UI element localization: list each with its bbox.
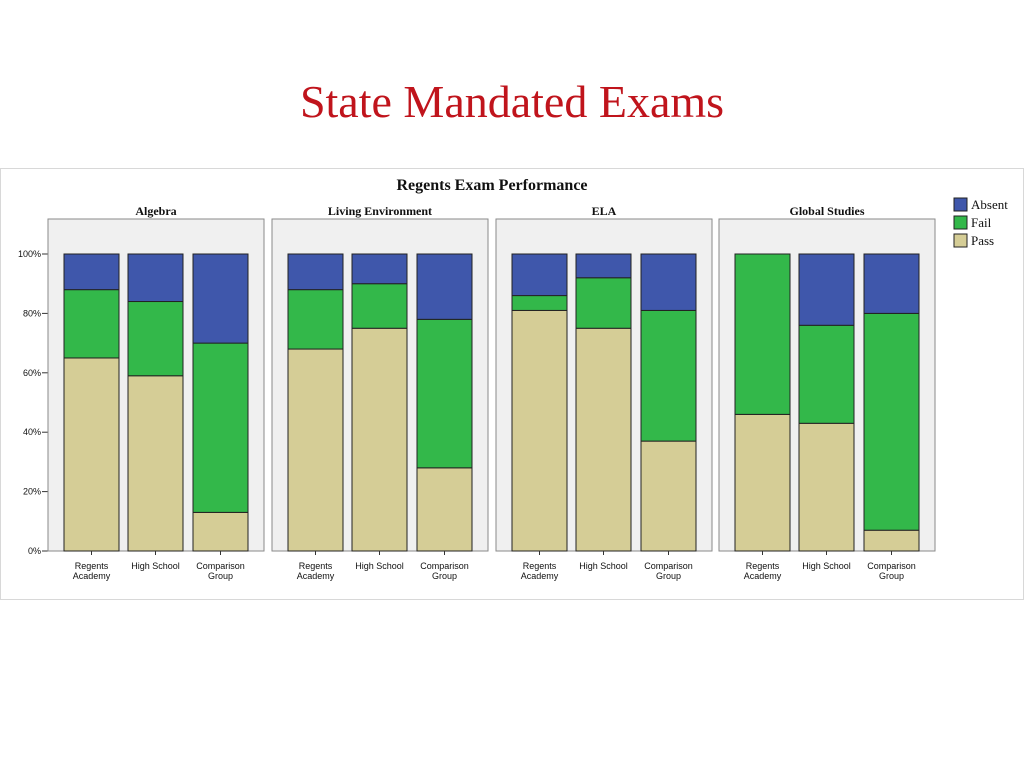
x-tick-label: Group — [432, 571, 457, 581]
bar-fail-segment — [798, 324, 855, 424]
bar-fail-segment — [575, 277, 632, 329]
bar-fail-segment — [734, 253, 791, 415]
legend-label: Absent — [971, 197, 1008, 212]
chart-frame: Regents Exam Performance 0% 20% 40% 60% 80% 10… — [0, 168, 1024, 600]
bar-pass-segment — [640, 440, 697, 552]
bar-absent-segment — [416, 253, 473, 320]
y-tick-label: 0% — [28, 546, 41, 556]
y-tick-label: 100% — [18, 249, 41, 259]
bar-fail-segment — [640, 309, 697, 442]
bar-pass-segment — [575, 327, 632, 552]
x-tick-label: High School — [802, 561, 851, 571]
bar-absent-segment — [798, 253, 855, 326]
bar-pass-segment — [351, 327, 408, 552]
panel-title: Global Studies — [789, 204, 864, 218]
x-tick-label: Regents — [75, 561, 109, 571]
bar-pass-segment — [734, 413, 791, 552]
bar-absent-segment — [863, 253, 920, 314]
bar-absent-segment — [63, 253, 120, 291]
x-tick-label: Academy — [744, 571, 782, 581]
bar-pass-segment — [287, 348, 344, 552]
bar-absent-segment — [192, 253, 249, 344]
legend-swatch-fail — [953, 215, 968, 230]
bar-fail-segment — [351, 283, 408, 329]
y-tick-label: 80% — [23, 308, 41, 318]
bar-pass-segment — [416, 467, 473, 552]
bar-fail-segment — [127, 301, 184, 377]
bar-fail-segment — [63, 289, 120, 359]
x-tick-label: Group — [879, 571, 904, 581]
bar-fail-segment — [511, 295, 568, 311]
regents-exam-chart: Regents Exam Performance 0% 20% 40% 60% 80% 10… — [18, 177, 1008, 581]
bar-absent-segment — [575, 253, 632, 279]
bar-pass-segment — [192, 511, 249, 552]
bar-fail-segment — [287, 289, 344, 350]
legend-label: Pass — [971, 233, 994, 248]
chart-title: Regents Exam Performance — [396, 177, 587, 194]
bar-pass-segment — [863, 529, 920, 552]
bar-pass-segment — [511, 309, 568, 552]
y-tick-label: 60% — [23, 368, 41, 378]
legend-label: Fail — [971, 215, 992, 230]
x-tick-label: High School — [131, 561, 180, 571]
bar-absent-segment — [640, 253, 697, 311]
x-tick-label: Regents — [299, 561, 333, 571]
x-tick-label: Group — [208, 571, 233, 581]
bar-absent-segment — [351, 253, 408, 285]
bar-absent-segment — [287, 253, 344, 291]
bar-pass-segment — [798, 422, 855, 552]
x-tick-label: Academy — [297, 571, 335, 581]
bar-fail-segment — [863, 312, 920, 531]
bar-absent-segment — [127, 253, 184, 303]
y-tick-label: 40% — [23, 427, 41, 437]
panel-title: Living Environment — [328, 204, 432, 218]
legend-swatch-pass — [953, 233, 968, 248]
panel-title: ELA — [592, 204, 617, 218]
legend-swatch-absent — [953, 197, 968, 212]
x-tick-label: High School — [579, 561, 628, 571]
x-tick-label: Regents — [523, 561, 557, 571]
bar-fail-segment — [416, 318, 473, 469]
x-tick-label: Regents — [746, 561, 780, 571]
bar-pass-segment — [127, 375, 184, 552]
x-tick-label: Comparison — [867, 561, 916, 571]
bar-absent-segment — [511, 253, 568, 297]
panel-title: Algebra — [135, 204, 176, 218]
x-tick-label: Academy — [73, 571, 111, 581]
slide-title: State Mandated Exams — [299, 76, 725, 127]
x-tick-label: Comparison — [420, 561, 469, 571]
x-tick-label: Comparison — [644, 561, 693, 571]
x-tick-label: High School — [355, 561, 404, 571]
x-tick-label: Academy — [521, 571, 559, 581]
x-tick-label: Group — [656, 571, 681, 581]
bar-fail-segment — [192, 342, 249, 513]
y-tick-label: 20% — [23, 487, 41, 497]
x-tick-label: Comparison — [196, 561, 245, 571]
bar-pass-segment — [63, 357, 120, 552]
